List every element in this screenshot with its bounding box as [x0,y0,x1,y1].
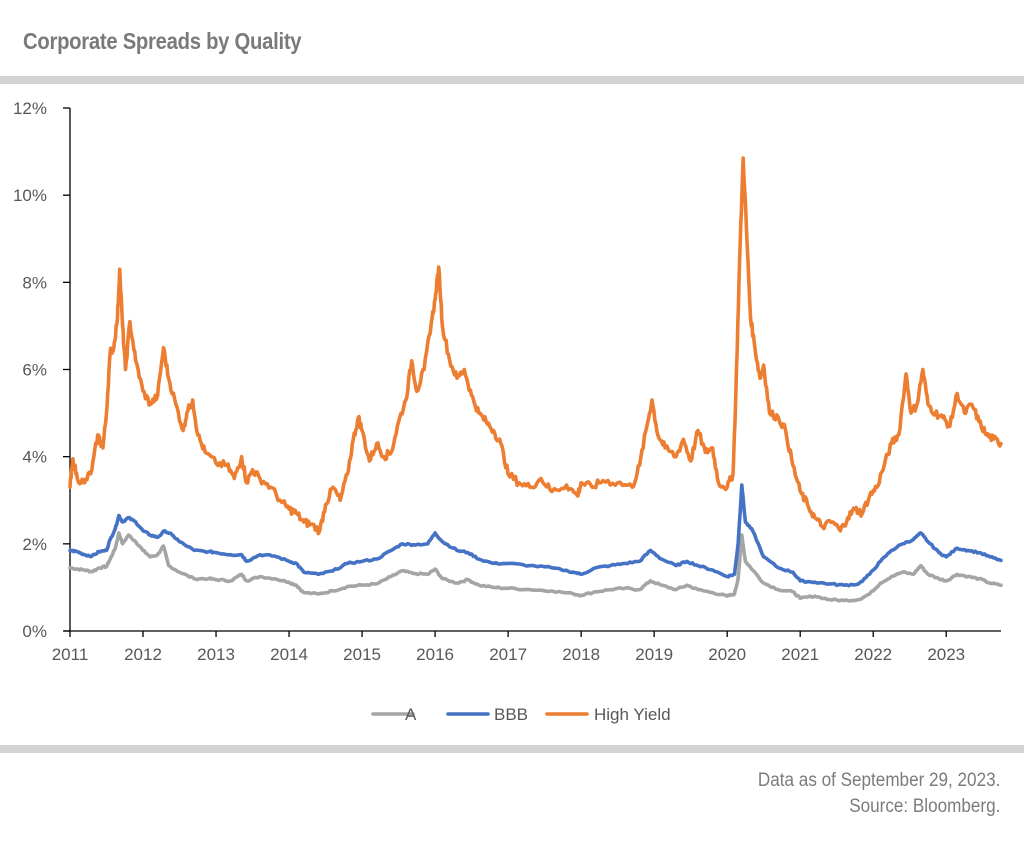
y-tick-label: 0% [22,622,47,641]
y-tick-label: 2% [22,535,47,554]
y-tick-label: 12% [13,99,47,118]
y-tick-label: 6% [22,361,47,380]
source-note: Source: Bloomberg. [848,796,1000,817]
x-tick-label: 2012 [124,645,162,664]
series-lines [68,156,1003,603]
series-line-high-yield [68,156,1003,536]
x-tick-label: 2013 [197,645,235,664]
x-tick-label: 2023 [927,645,965,664]
y-tick-label: 4% [22,448,47,467]
legend: A BBB High Yield [371,705,671,724]
x-tick-label: 2019 [635,645,673,664]
x-tick-label: 2016 [416,645,454,664]
x-tick-label: 2015 [343,645,381,664]
y-tick-label: 10% [13,186,47,205]
x-tick-label: 2020 [708,645,746,664]
x-tick-label: 2014 [270,645,308,664]
legend-label: A [405,705,417,724]
legend-label: High Yield [594,705,671,724]
top-divider [0,76,1024,84]
chart-title: Corporate Spreads by Quality [23,28,302,54]
x-tick-label: 2018 [562,645,600,664]
x-tick-label: 2021 [781,645,819,664]
line-chart: 0% 2% 4% 6% 8% 10% 12% 2011 2012 2013 2014 2015 2016… [13,99,1003,724]
x-tick-label: 2022 [854,645,892,664]
legend-label: BBB [494,705,528,724]
series-line-bbb [68,483,1003,588]
x-tick-label: 2017 [489,645,527,664]
series-line-a [68,531,1003,603]
bottom-divider [0,745,1024,753]
y-tick-label: 8% [22,273,47,292]
axes: 0% 2% 4% 6% 8% 10% 12% 2011 2012 2013 2014 2015 2016… [13,99,1001,664]
data-date-note: Data as of September 29, 2023. [757,770,1000,791]
footer-note: Data as of September 29, 2023. Source: B… [758,768,1000,820]
x-tick-label: 2011 [52,645,89,664]
